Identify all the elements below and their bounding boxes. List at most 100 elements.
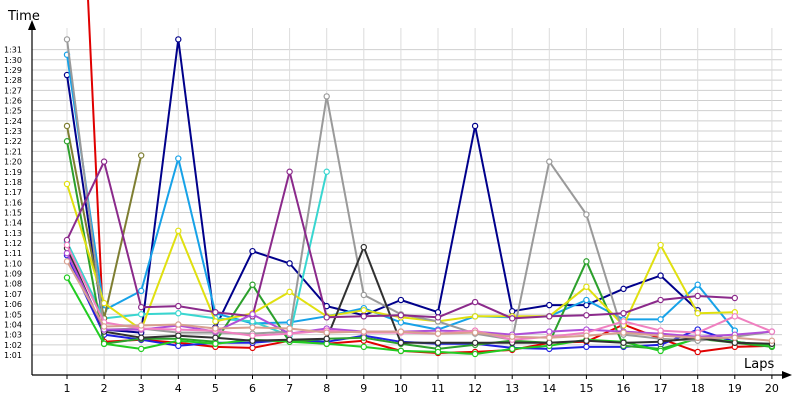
y-tick-label: 1:14 <box>4 219 22 228</box>
series-15 <box>63 258 776 344</box>
data-point <box>286 336 293 343</box>
y-tick-label: 1:02 <box>4 341 22 350</box>
x-tick-label: 20 <box>765 382 779 395</box>
data-point <box>620 329 627 336</box>
data-point <box>731 294 739 302</box>
x-tick-label: 13 <box>505 382 519 395</box>
data-point <box>731 339 739 346</box>
data-point <box>175 302 182 310</box>
data-point <box>100 158 108 165</box>
x-tick-label: 10 <box>394 382 408 395</box>
y-tick-label: 1:28 <box>4 76 22 85</box>
data-point <box>657 272 664 279</box>
data-point <box>583 343 590 351</box>
data-point <box>583 337 590 344</box>
y-tick-label: 1:27 <box>4 86 22 95</box>
data-point <box>471 350 479 358</box>
data-point <box>137 152 145 159</box>
y-tick-label: 1:18 <box>4 178 22 187</box>
y-tick-label: 1:19 <box>4 168 22 177</box>
y-tick-label: 1:15 <box>4 208 22 217</box>
data-point <box>657 338 664 345</box>
y-tick-label: 1:17 <box>4 188 22 197</box>
x-tick-label: 12 <box>468 382 482 395</box>
data-point <box>137 303 145 311</box>
y-tick-label: 1:30 <box>4 56 22 65</box>
x-tick-label: 17 <box>654 382 668 395</box>
x-tick-label: 4 <box>175 382 182 395</box>
data-point <box>397 319 405 326</box>
data-point <box>249 318 256 325</box>
data-point <box>360 307 367 314</box>
y-tick-label: 1:11 <box>4 249 22 258</box>
grid <box>32 28 782 379</box>
data-point <box>63 236 71 244</box>
data-point <box>694 329 701 336</box>
data-point <box>249 332 256 339</box>
data-point <box>360 343 367 351</box>
data-point <box>360 291 367 299</box>
data-point <box>249 344 256 352</box>
x-tick-label: 3 <box>138 382 145 395</box>
data-point <box>137 311 145 318</box>
x-tick-label: 18 <box>691 382 705 395</box>
x-axis-title: Laps <box>744 357 774 372</box>
data-point <box>583 211 590 218</box>
x-tick-labels: 1 2 3 4 5 6 7 8 9 10 11 12 13 14 15 16 17 18 19 20 <box>64 382 779 395</box>
data-point <box>175 326 182 333</box>
x-tick-label: 9 <box>360 382 367 395</box>
data-point <box>63 36 71 43</box>
x-tick-label: 19 <box>728 382 742 395</box>
y-tick-label: 1:22 <box>4 137 22 146</box>
data-point <box>212 340 219 348</box>
data-point <box>286 168 293 175</box>
data-point <box>509 308 516 315</box>
series-line <box>66 260 772 342</box>
data-point <box>434 314 442 321</box>
data-point <box>583 312 590 319</box>
y-tick-label: 1:01 <box>4 351 22 360</box>
data-point <box>546 313 553 320</box>
data-point <box>323 93 330 100</box>
data-point <box>249 247 256 255</box>
data-point <box>471 298 479 306</box>
data-point <box>249 281 256 288</box>
x-tick-label: 15 <box>579 382 593 395</box>
series-line <box>66 38 699 334</box>
data-point <box>137 334 145 341</box>
y-tick-label: 1:29 <box>4 66 22 75</box>
y-tick-label: 1:05 <box>4 310 22 319</box>
y-tick-labels: 1:011:021:03 1:041:051:061:071:081:09 1:10… <box>4 46 22 360</box>
data-point <box>620 285 627 293</box>
data-point <box>546 158 553 165</box>
data-point <box>546 339 553 346</box>
data-point <box>583 283 590 290</box>
data-point <box>63 122 71 130</box>
data-point <box>509 333 516 340</box>
data-point <box>620 318 627 325</box>
x-tick-label: 14 <box>542 382 556 395</box>
data-point <box>657 347 664 355</box>
series-line <box>66 39 773 342</box>
data-point <box>583 296 590 304</box>
data-point <box>657 316 664 323</box>
series-line <box>66 277 773 355</box>
x-tick-label: 5 <box>212 382 219 395</box>
data-point <box>212 325 219 332</box>
data-point <box>360 313 367 320</box>
data-point <box>657 332 664 339</box>
y-tick-label: 1:31 <box>4 46 22 55</box>
y-tick-label: 1:20 <box>4 158 22 167</box>
data-point <box>323 340 330 348</box>
y-tick-label: 1:25 <box>4 107 22 116</box>
data-point <box>249 337 256 344</box>
y-tick-label: 1:08 <box>4 280 22 289</box>
y-tick-label: 1:16 <box>4 198 22 207</box>
series-line <box>66 246 772 345</box>
y-axis-arrow-icon <box>28 20 36 30</box>
data-point <box>509 315 516 322</box>
data-point <box>63 241 71 249</box>
data-point <box>397 296 405 304</box>
data-point <box>100 340 108 348</box>
